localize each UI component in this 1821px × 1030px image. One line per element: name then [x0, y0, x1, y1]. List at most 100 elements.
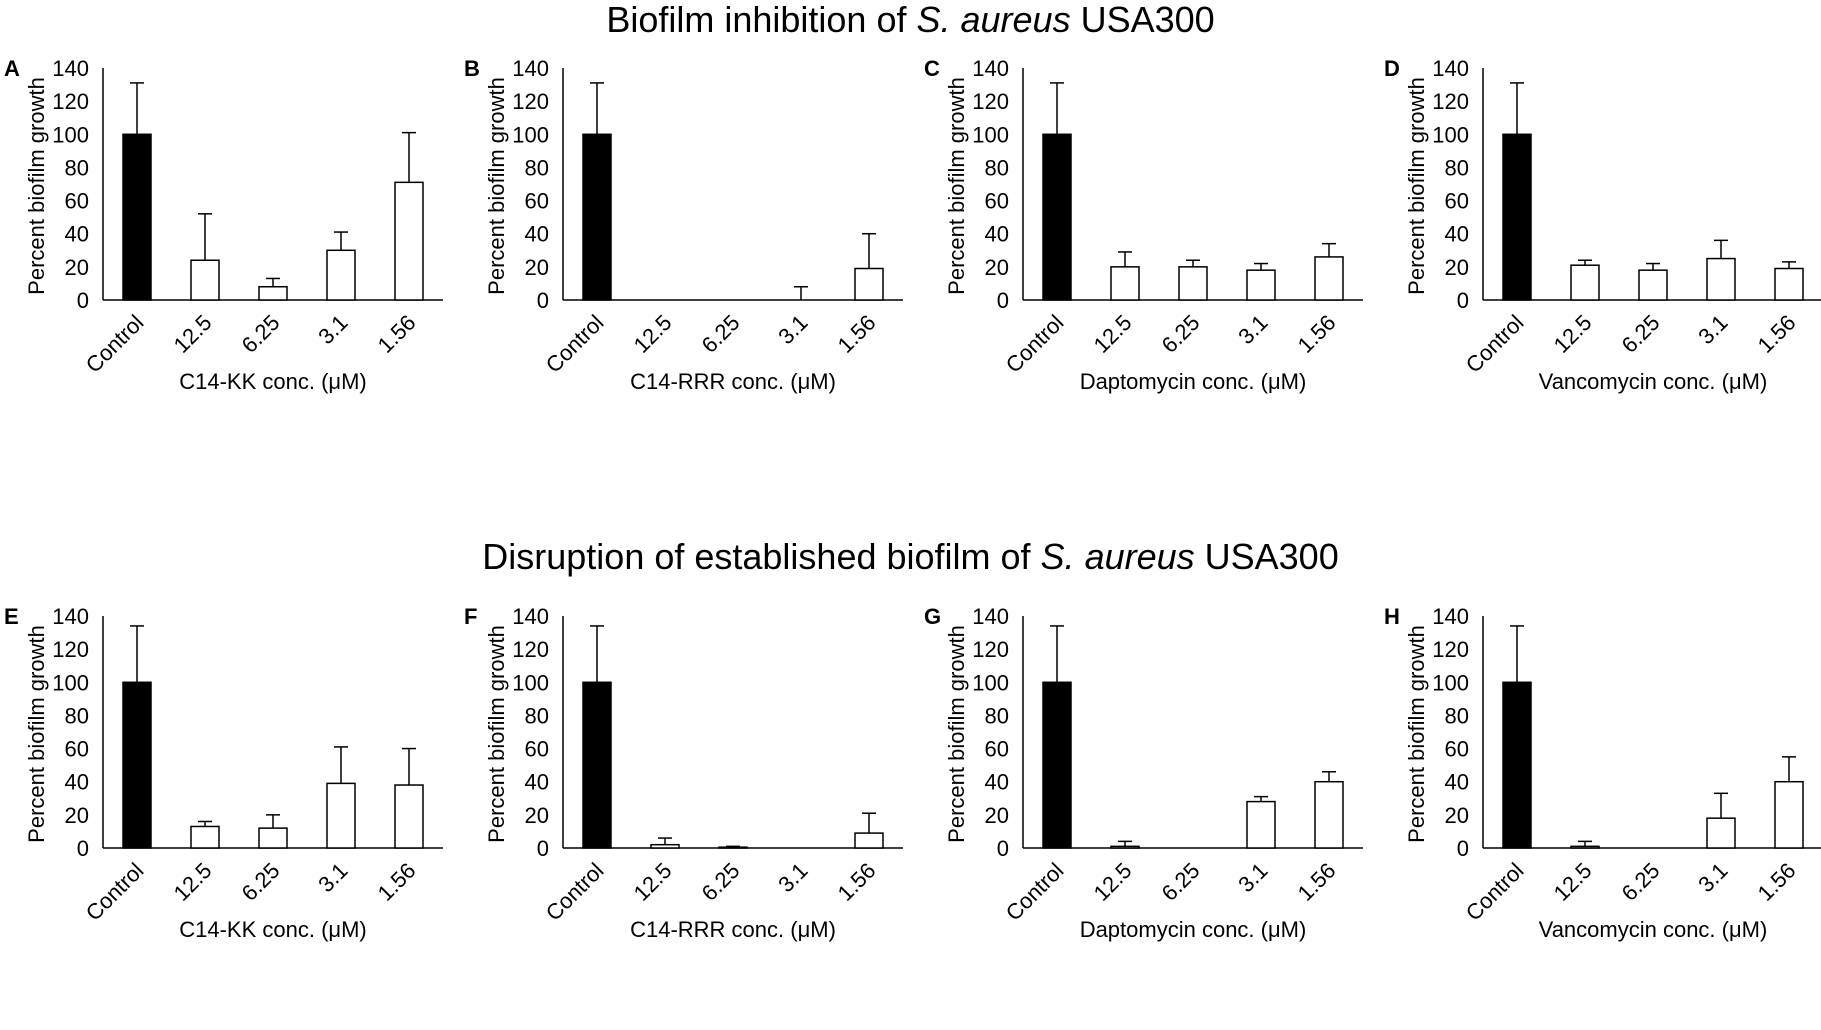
y-tick-label: 0	[997, 288, 1009, 313]
y-axis-title: Percent biofilm growth	[484, 625, 509, 843]
y-tick-label: 80	[1445, 703, 1469, 728]
y-tick-label: 40	[1445, 770, 1469, 795]
y-tick-label: 100	[512, 122, 549, 147]
title-suffix: USA300	[1194, 536, 1339, 577]
panel-letter: B	[464, 56, 480, 81]
y-tick-label: 40	[65, 222, 89, 247]
bar	[718, 846, 748, 849]
y-tick-label: 140	[52, 604, 89, 629]
x-tick-label: 12.5	[1089, 310, 1137, 358]
x-tick-label: 12.5	[629, 310, 677, 358]
title-prefix: Biofilm inhibition of	[606, 0, 917, 40]
x-tick-label: 3.1	[1233, 858, 1272, 897]
x-tick-label: 3.1	[773, 310, 812, 349]
chart-panel-g: G 0 20 40 60 80 100 120 140 Percent biofilm growt…	[920, 600, 1375, 1010]
x-tick-label: 6.25	[237, 858, 285, 906]
y-tick-label: 40	[525, 770, 549, 795]
y-tick-label: 60	[1445, 737, 1469, 762]
x-tick-label: Control	[1001, 310, 1069, 378]
y-tick-label: 140	[972, 604, 1009, 629]
y-tick-label: 0	[997, 836, 1009, 861]
panel-letter: C	[924, 56, 940, 81]
y-tick-label: 0	[1457, 836, 1469, 861]
x-axis-title: C14-RRR conc. (μM)	[630, 917, 836, 942]
y-tick-label: 40	[525, 222, 549, 247]
x-tick-label: 1.56	[1753, 858, 1801, 906]
y-tick-label: 140	[512, 56, 549, 81]
bar	[1042, 133, 1072, 301]
x-tick-label: Control	[541, 858, 609, 926]
y-tick-label: 20	[985, 255, 1009, 280]
x-tick-label: 3.1	[313, 858, 352, 897]
y-tick-label: 20	[65, 803, 89, 828]
chart-panel-a: A 0 20 40 60 80 100 120 140 Percent biofilm growt…	[0, 52, 455, 462]
y-tick-label: 80	[525, 155, 549, 180]
bar	[1246, 269, 1276, 301]
y-tick-label: 60	[525, 189, 549, 214]
bar	[190, 825, 220, 849]
bar	[582, 681, 612, 849]
y-tick-label: 100	[972, 670, 1009, 695]
x-tick-label: Control	[81, 310, 149, 378]
y-tick-label: 0	[1457, 288, 1469, 313]
y-tick-label: 60	[985, 189, 1009, 214]
row-title-disruption: Disruption of established biofilm of S. …	[0, 537, 1821, 577]
y-tick-label: 80	[985, 155, 1009, 180]
x-tick-label: 12.5	[1549, 858, 1597, 906]
x-tick-label: 6.25	[1157, 858, 1205, 906]
y-tick-label: 140	[512, 604, 549, 629]
chart-panel-e: E 0 20 40 60 80 100 120 140 Percent biofilm growt…	[0, 600, 455, 1010]
y-axis-title: Percent biofilm growth	[1404, 625, 1429, 843]
x-tick-label: 6.25	[1617, 310, 1665, 358]
x-tick-label: 3.1	[1233, 310, 1272, 349]
x-tick-label: 1.56	[833, 310, 881, 358]
bar	[1774, 780, 1804, 849]
y-tick-label: 0	[537, 288, 549, 313]
y-tick-label: 20	[1445, 803, 1469, 828]
bar	[1178, 266, 1208, 301]
panel-letter: H	[1384, 604, 1400, 629]
panel-letter: G	[924, 604, 941, 629]
bar	[1638, 269, 1668, 301]
y-tick-label: 20	[985, 803, 1009, 828]
y-tick-label: 60	[65, 737, 89, 762]
y-tick-label: 20	[525, 255, 549, 280]
bar	[190, 259, 220, 301]
y-axis-title: Percent biofilm growth	[484, 77, 509, 295]
y-tick-label: 80	[525, 703, 549, 728]
x-axis-title: Vancomycin conc. (μM)	[1539, 917, 1768, 942]
x-axis-title: Daptomycin conc. (μM)	[1080, 917, 1307, 942]
y-axis-title: Percent biofilm growth	[1404, 77, 1429, 295]
x-axis-title: C14-KK conc. (μM)	[179, 369, 367, 394]
x-tick-label: 6.25	[1157, 310, 1205, 358]
chart-panel-c: C 0 20 40 60 80 100 120 140 Percent biofilm growt…	[920, 52, 1375, 462]
title-species: S. aureus	[1040, 536, 1195, 577]
y-tick-label: 120	[1432, 89, 1469, 114]
bar	[1570, 845, 1600, 849]
row-title-inhibition: Biofilm inhibition of S. aureus USA300	[0, 0, 1821, 40]
y-tick-label: 140	[972, 56, 1009, 81]
y-axis-title: Percent biofilm growth	[24, 77, 49, 295]
y-tick-label: 100	[512, 670, 549, 695]
bar	[1110, 266, 1140, 301]
y-tick-label: 40	[65, 770, 89, 795]
bar	[1314, 780, 1344, 849]
chart-panel-b: B 0 20 40 60 80 100 120 140 Percent biofilm growt…	[460, 52, 915, 462]
bar	[854, 267, 884, 301]
y-tick-label: 60	[985, 737, 1009, 762]
y-tick-label: 40	[985, 770, 1009, 795]
y-tick-label: 120	[52, 637, 89, 662]
bar	[1502, 681, 1532, 849]
bar	[1706, 257, 1736, 301]
x-axis-title: Vancomycin conc. (μM)	[1539, 369, 1768, 394]
panel-letter: E	[4, 604, 19, 629]
y-axis-title: Percent biofilm growth	[944, 77, 969, 295]
bar	[1502, 133, 1532, 301]
bar	[1110, 845, 1140, 849]
y-tick-label: 120	[52, 89, 89, 114]
y-tick-label: 80	[65, 155, 89, 180]
